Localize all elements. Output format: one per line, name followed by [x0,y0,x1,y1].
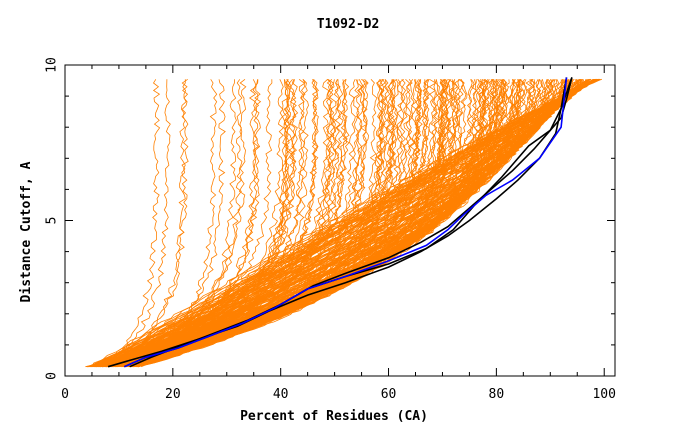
model-line [93,79,520,368]
model-line [111,79,571,368]
x-tick-label: 0 [61,387,69,402]
model-line [105,79,161,368]
model-line [89,79,564,368]
model-line [100,79,387,368]
model-line [137,79,572,368]
x-tick-label: 40 [273,387,289,402]
model-line [106,79,578,368]
model-line [110,78,600,368]
model-line [106,78,595,367]
model-curves [85,78,603,368]
x-tick-label: 100 [592,387,615,402]
model-line [97,78,597,368]
chart-title: T1092-D2 [317,17,380,32]
model-line [119,78,189,368]
model-line [122,79,318,368]
model-line [120,79,226,368]
model-line [105,79,543,368]
model-line [137,79,461,368]
model-line [96,79,330,368]
model-line [128,79,507,368]
series-line [123,77,568,368]
model-line [125,79,395,368]
model-line [93,79,581,368]
model-line [92,78,598,368]
x-axis-label: Percent of Residues (CA) [240,409,428,424]
model-line [90,79,340,368]
model-line [102,78,306,368]
x-tick-label: 20 [165,387,181,402]
tick-labels: 0 20 40 60 80 100 0 5 10 [45,57,616,402]
highlight-curves [107,77,573,368]
series-line [129,77,573,368]
model-line [94,79,441,368]
model-line [88,79,285,368]
y-tick-label: 10 [45,57,60,73]
model-line [109,79,171,367]
model-line [102,79,541,368]
y-axis-label: Distance Cutoff, A [19,161,34,302]
x-tick-label: 80 [489,387,505,402]
model-line [105,79,528,368]
model-line [85,79,350,368]
model-line [114,79,187,368]
model-line [97,78,600,367]
axis-ticks [64,64,615,377]
y-tick-label: 5 [45,217,60,225]
model-line [136,79,389,368]
model-line [95,79,489,368]
y-tick-label: 0 [45,372,60,380]
model-line [124,78,595,368]
model-line [128,79,585,367]
x-tick-label: 60 [381,387,397,402]
model-line [113,79,473,368]
model-line [127,79,497,368]
